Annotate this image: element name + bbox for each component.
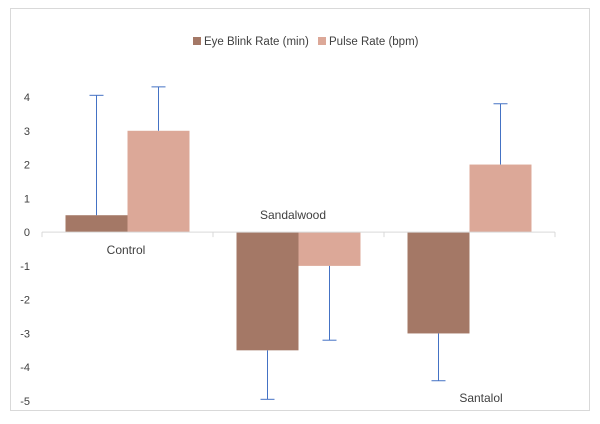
category-label-2: Santalol xyxy=(459,391,502,405)
x-axis xyxy=(41,231,556,238)
bar-1-0 xyxy=(127,130,190,233)
bar-0-2 xyxy=(407,232,470,334)
y-tick-label-2: 2 xyxy=(24,160,30,172)
category-label-1: Sandalwood xyxy=(260,208,326,222)
y-tick-label-3: 1 xyxy=(24,193,30,205)
y-tick-label-7: -3 xyxy=(20,328,30,340)
y-tick-label-0: 4 xyxy=(24,92,30,104)
legend-label-1: Pulse Rate (bpm) xyxy=(329,36,419,48)
y-tick-label-4: 0 xyxy=(24,227,30,239)
y-tick-label-9: -5 xyxy=(20,396,30,408)
legend-swatch-1 xyxy=(318,37,326,45)
legend-label-0: Eye Blink Rate (min) xyxy=(204,36,309,48)
y-tick-label-6: -2 xyxy=(20,295,30,307)
legend: Eye Blink Rate (min) Pulse Rate (bpm) xyxy=(193,36,419,48)
category-labels: Control Sandalwood Santalol xyxy=(107,208,503,405)
category-label-0: Control xyxy=(107,243,146,257)
y-tick-label-1: 3 xyxy=(24,126,30,138)
error-bars xyxy=(89,86,508,400)
bars xyxy=(65,130,532,351)
bar-1-2 xyxy=(469,164,532,233)
bar-0-1 xyxy=(236,232,299,351)
y-tick-label-5: -1 xyxy=(20,261,30,273)
y-axis-ticks: 4 3 2 1 0 -1 -2 -3 -4 -5 xyxy=(20,92,30,408)
bar-0-0 xyxy=(65,215,128,233)
bar-1-1 xyxy=(298,232,361,266)
legend-swatch-0 xyxy=(193,37,201,45)
y-tick-label-8: -4 xyxy=(20,362,30,374)
